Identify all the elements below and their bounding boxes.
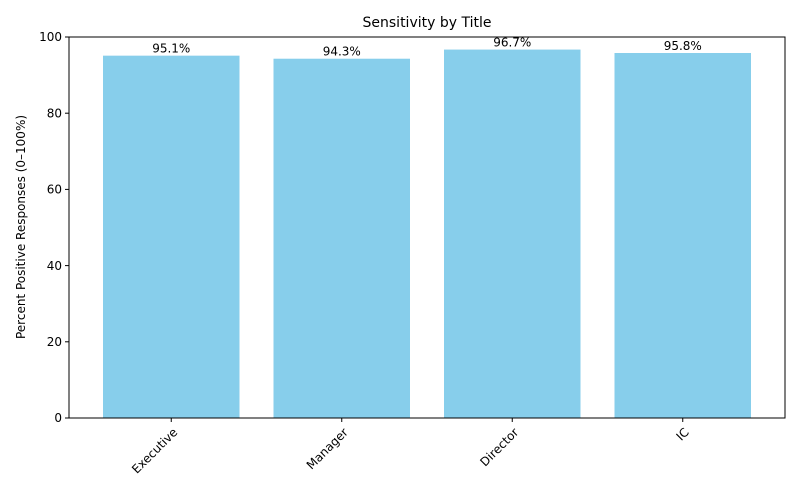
y-tick-label-100: 100 — [39, 30, 62, 44]
x-tick-label-director: Director — [477, 425, 521, 469]
y-tick-label-80: 80 — [47, 106, 62, 120]
data-label-director: 96.7% — [493, 36, 531, 50]
y-tick-label-0: 0 — [54, 411, 62, 425]
y-tick-label-60: 60 — [47, 183, 62, 197]
bar-executive — [103, 55, 240, 418]
y-tick-label-40: 40 — [47, 259, 62, 273]
y-axis: 0 20 40 60 80 100 — [39, 30, 69, 425]
data-labels-group: 95.1% 94.3% 96.7% 95.8% — [152, 36, 702, 59]
bar-director — [444, 49, 581, 418]
x-tick-label-executive: Executive — [129, 425, 180, 476]
bar-ic — [614, 53, 751, 418]
data-label-ic: 95.8% — [664, 39, 702, 53]
y-tick-label-20: 20 — [47, 335, 62, 349]
x-axis: Executive Manager Director IC — [129, 418, 692, 476]
chart-title: Sensitivity by Title — [363, 15, 492, 31]
plot-frame — [68, 36, 786, 419]
x-tick-label-manager: Manager — [304, 425, 351, 472]
bar-manager — [273, 58, 410, 418]
data-label-executive: 95.1% — [152, 42, 190, 56]
data-label-manager: 94.3% — [323, 45, 361, 59]
x-tick-label-ic: IC — [674, 425, 692, 443]
bars-group — [103, 49, 751, 418]
y-axis-label: Percent Positive Responses (0–100%) — [14, 115, 28, 339]
